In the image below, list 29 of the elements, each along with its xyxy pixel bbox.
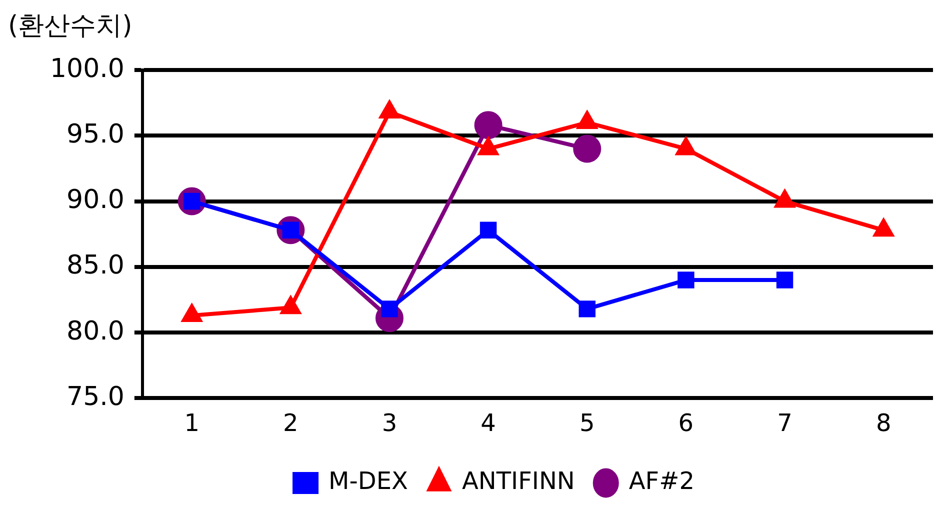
legend-label: M-DEX bbox=[328, 467, 408, 496]
point bbox=[380, 101, 400, 119]
x-tick-label: 7 bbox=[777, 408, 792, 437]
point bbox=[774, 190, 795, 208]
x-tick-label: 5 bbox=[579, 408, 595, 437]
legend-label: AF#2 bbox=[628, 467, 694, 496]
point bbox=[776, 272, 794, 288]
point bbox=[676, 138, 696, 156]
point bbox=[480, 222, 497, 239]
y-tick-label: 90.0 bbox=[66, 185, 124, 216]
y-tick-label: 95.0 bbox=[66, 119, 124, 150]
x-tick-label: 8 bbox=[876, 408, 892, 437]
x-tick-label: 1 bbox=[184, 408, 200, 437]
point bbox=[381, 300, 398, 318]
x-tick-label: 4 bbox=[480, 408, 496, 437]
y-axis-title: (환산수치) bbox=[8, 10, 132, 43]
y-tick-label: 85.0 bbox=[66, 250, 124, 281]
x-tick-label: 6 bbox=[678, 408, 694, 437]
x-tick-label: 2 bbox=[283, 408, 298, 437]
point bbox=[573, 134, 602, 163]
point bbox=[478, 138, 498, 156]
point bbox=[577, 112, 597, 130]
point bbox=[678, 272, 694, 288]
x-tick-label: 3 bbox=[382, 408, 398, 437]
legend-label: ANTIFINN bbox=[462, 467, 575, 496]
y-tick-label: 100.0 bbox=[50, 54, 124, 84]
y-tick-label: 75.0 bbox=[66, 382, 124, 412]
y-tick-label: 80.0 bbox=[66, 316, 124, 346]
point bbox=[578, 300, 596, 318]
